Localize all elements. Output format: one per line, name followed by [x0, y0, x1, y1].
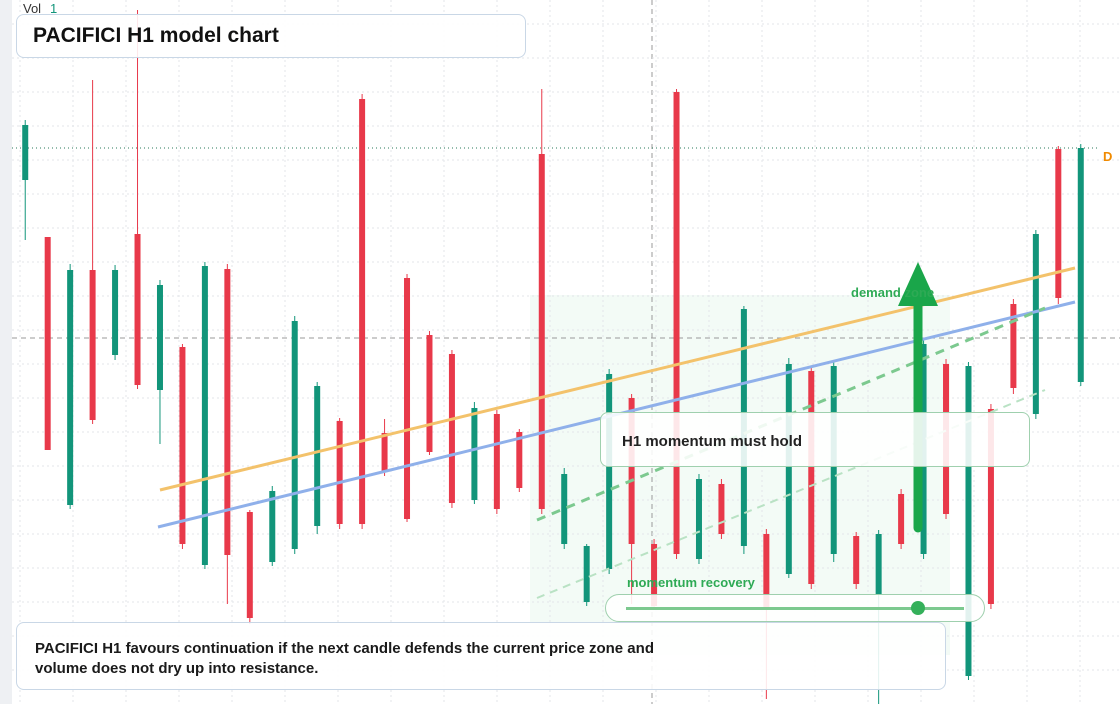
candle-body: [314, 386, 321, 526]
candle-body: [44, 237, 51, 450]
chart-title: PACIFICI H1 model chart: [33, 24, 279, 47]
candle-body: [606, 374, 613, 569]
volume-value: 1: [50, 1, 57, 16]
momentum-note: H1 momentum must hold: [622, 433, 803, 450]
candle-body: [224, 269, 231, 555]
candle-body: [246, 512, 253, 618]
caption-box: PACIFICI H1 favours continuation if the …: [16, 622, 946, 690]
candle-body: [785, 364, 792, 574]
candle-body: [651, 544, 658, 606]
candle-body: [898, 494, 905, 544]
slider-track: [626, 607, 964, 610]
candle-body: [583, 546, 590, 602]
candle-body: [695, 479, 702, 559]
slider[interactable]: [605, 594, 985, 622]
arrow-head: [898, 262, 938, 306]
candle-body: [965, 366, 972, 676]
candle-body: [89, 270, 96, 420]
candle-body: [134, 234, 141, 385]
candle-body: [1077, 148, 1084, 382]
candle-body: [718, 484, 725, 534]
candle-body: [1010, 304, 1017, 388]
candle-body: [628, 398, 635, 544]
left-gutter: [0, 0, 12, 704]
zone-label: demand zone: [851, 285, 934, 300]
candle-body: [763, 534, 770, 609]
candle-body: [471, 408, 478, 500]
candle-body: [404, 278, 411, 519]
candle-body: [987, 409, 994, 604]
note-box: H1 momentum must hold: [600, 412, 1030, 467]
candle-body: [493, 414, 500, 509]
title-box: PACIFICI H1 model chart: [16, 14, 526, 58]
candle-body: [156, 285, 163, 390]
candle-body: [336, 421, 343, 524]
candle-body: [426, 335, 433, 452]
candle-body: [201, 266, 208, 565]
candle-body: [1055, 149, 1062, 298]
candle-body: [67, 270, 74, 505]
candle-body: [359, 99, 366, 524]
candle-body: [538, 154, 545, 509]
candle-body: [381, 433, 388, 472]
candle-body: [291, 321, 298, 549]
candle-body: [561, 474, 568, 544]
slider-label: momentum recovery: [627, 575, 755, 590]
candle-body: [853, 536, 860, 584]
candle-body: [673, 92, 680, 554]
candle-body: [516, 432, 523, 488]
volume-label: Vol: [23, 1, 41, 16]
candle-body: [448, 354, 455, 503]
candle-body: [1032, 234, 1039, 414]
candle-body: [875, 534, 882, 594]
candle-body: [808, 371, 815, 584]
candle-body: [269, 491, 276, 562]
candle-body: [112, 270, 119, 355]
caption: PACIFICI H1 favours continuation if the …: [35, 640, 654, 677]
channel-line: [536, 389, 1046, 599]
candle-body: [179, 347, 186, 544]
slider-thumb[interactable]: [911, 601, 925, 615]
candle-body: [22, 125, 29, 180]
price-flag: D: [1103, 149, 1112, 164]
